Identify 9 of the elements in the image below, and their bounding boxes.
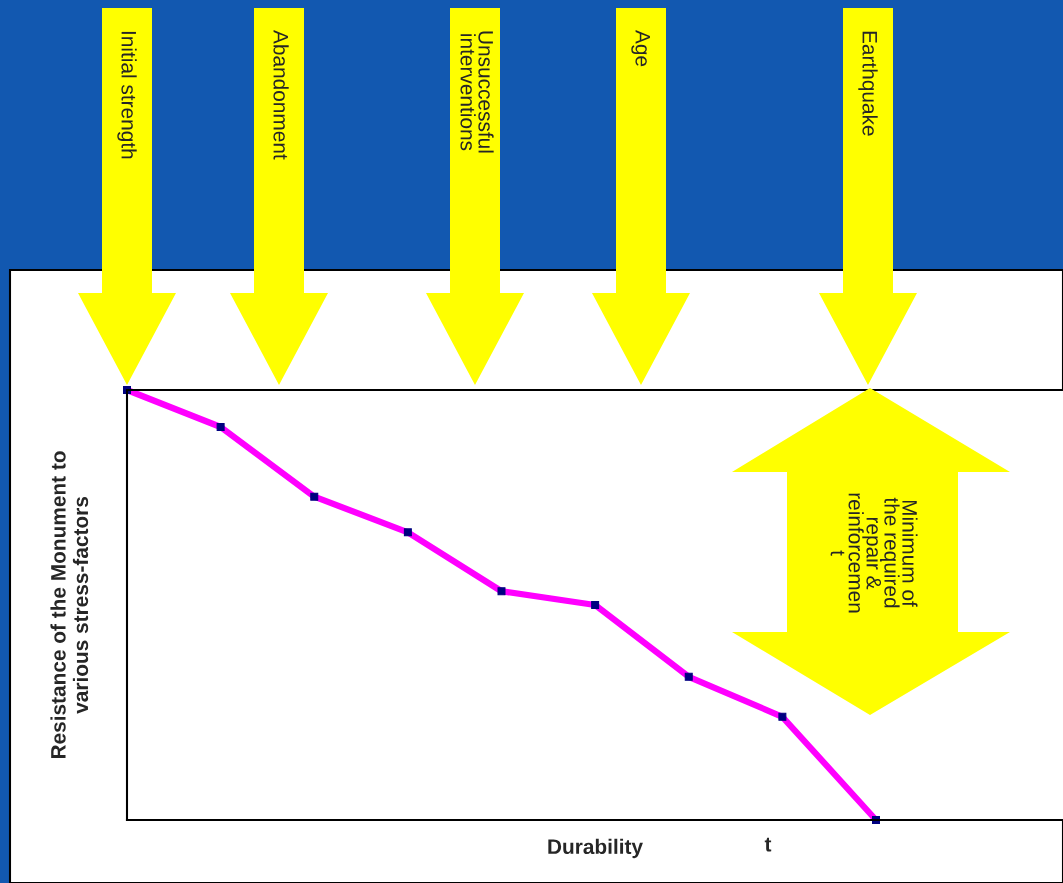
y-axis-title: Resistance of the Monument to various stress-factors [50, 451, 89, 759]
text: Initial strength [117, 31, 137, 159]
text: Unsuccessful interventions [460, 31, 494, 153]
text: Earthquake [858, 31, 878, 136]
x-axis-title: Durability [548, 838, 643, 859]
text: t [764, 837, 772, 852]
text: Age [631, 30, 650, 67]
annotation: Minimum of the required repair & reinforcemen t [830, 493, 918, 613]
text: Abandonment [273, 30, 289, 160]
